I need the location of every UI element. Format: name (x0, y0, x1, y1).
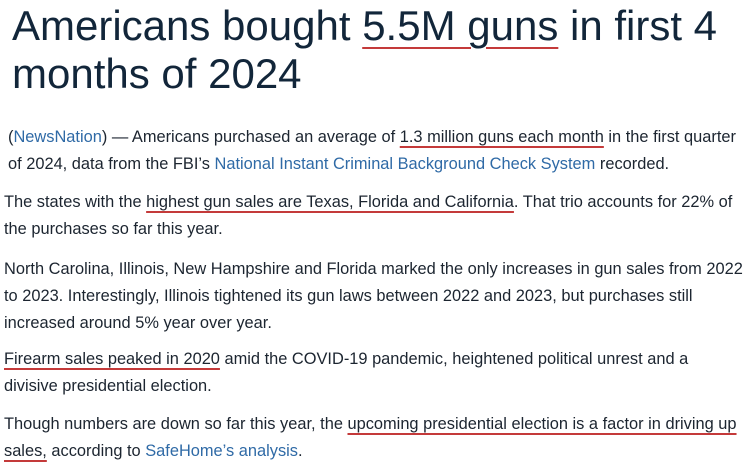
text: ( (8, 128, 14, 146)
paragraph: The states with the highest gun sales ar… (4, 189, 746, 243)
headline: Americans bought 5.5M guns in first 4 mo… (12, 2, 742, 98)
link[interactable]: National Instant Criminal Background Che… (214, 155, 596, 173)
text: Americans bought (12, 2, 363, 49)
text: . That trio accounts for 22% of the purc… (4, 193, 733, 238)
paragraph: North Carolina, Illinois, New Hampshire … (4, 256, 746, 337)
text: in first 4 months of 2024 (12, 2, 718, 97)
text: North Carolina, Illinois, New Hampshire … (4, 260, 743, 332)
highlighted-text: upcoming presidential election is a fact… (4, 415, 737, 460)
text: according to (46, 442, 146, 460)
link[interactable]: NewsNation (13, 128, 102, 146)
highlighted-text: 5.5M guns (362, 2, 559, 49)
text: ) — Americans purchased an average of (101, 128, 400, 146)
text: The states with the (4, 193, 147, 211)
text: amid the COVID-19 pandemic, heightened p… (4, 350, 689, 395)
highlighted-text: Firearm sales peaked in 2020 (4, 350, 220, 368)
text: . (297, 442, 303, 460)
link[interactable]: SafeHome’s analysis (145, 442, 298, 460)
text: in the first quarter of 2024, data from … (8, 128, 736, 173)
highlighted-text: 1.3 million guns each month (399, 128, 604, 146)
paragraph: Firearm sales peaked in 2020 amid the CO… (4, 346, 746, 400)
paragraph: Though numbers are down so far this year… (4, 411, 746, 465)
text: recorded. (595, 155, 670, 173)
text: Though numbers are down so far this year… (4, 415, 348, 433)
paragraph: (NewsNation) — Americans purchased an av… (8, 124, 744, 178)
highlighted-text: highest gun sales are Texas, Florida and… (146, 193, 514, 211)
